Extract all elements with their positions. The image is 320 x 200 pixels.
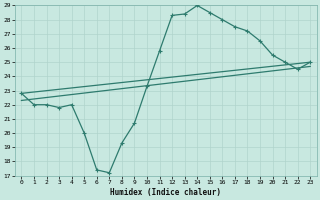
X-axis label: Humidex (Indice chaleur): Humidex (Indice chaleur) — [110, 188, 221, 197]
